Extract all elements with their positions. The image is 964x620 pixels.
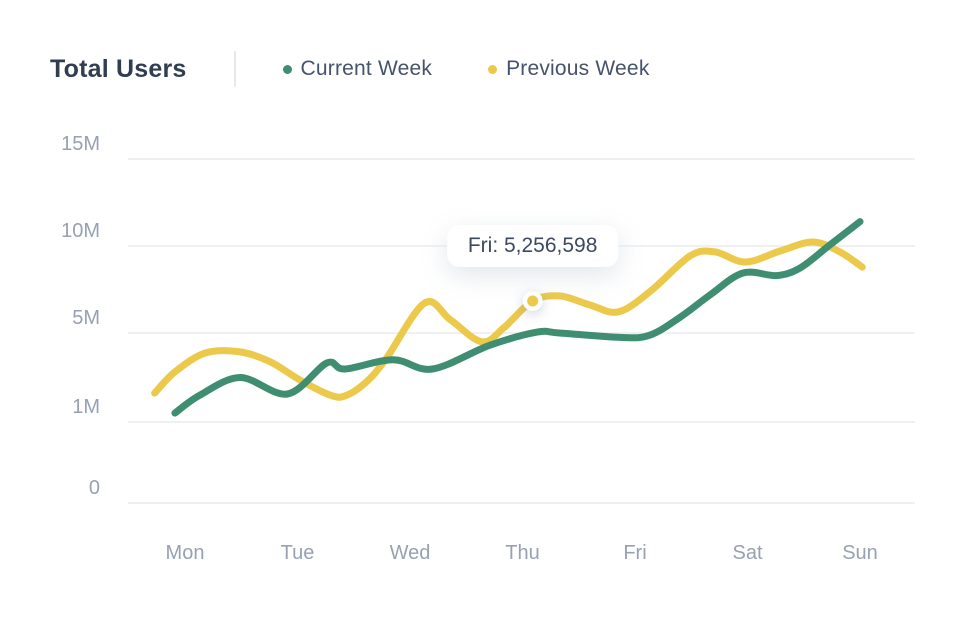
legend-item-current-week[interactable]: Current Week: [282, 57, 433, 81]
legend-dot-current-week-icon: [282, 64, 292, 74]
x-tick-label: Sun: [842, 542, 878, 564]
legend-item-previous-week[interactable]: Previous Week: [488, 57, 649, 81]
chart-legend: Current Week Previous Week: [282, 57, 650, 81]
x-tick-label: Wed: [389, 542, 431, 564]
series-line-previous-week[interactable]: [151, 238, 866, 401]
chart-title: Total Users: [50, 54, 187, 83]
chart-tooltip: Fri: 5,256,598: [446, 224, 619, 267]
header-divider: [233, 51, 236, 87]
legend-label-previous-week: Previous Week: [506, 57, 650, 80]
chart-header: Total Users Current Week Previous Week: [50, 48, 650, 90]
y-tick-label: 5M: [72, 307, 100, 329]
x-tick-label: Sat: [732, 542, 763, 564]
y-tick-label: 1M: [72, 396, 100, 418]
legend-label-current-week: Current Week: [300, 57, 433, 80]
hover-marker-point[interactable]: [527, 295, 539, 307]
x-tick-label: Fri: [623, 542, 647, 564]
y-tick-label: 15M: [61, 133, 100, 155]
x-tick-label: Tue: [280, 542, 315, 564]
y-tick-label: 10M: [61, 220, 100, 242]
series-line-current-week[interactable]: [171, 218, 864, 417]
y-tick-label: 0: [88, 477, 100, 499]
x-tick-label: Mon: [165, 542, 205, 564]
x-tick-label: Thu: [505, 542, 540, 564]
tooltip-text: Fri: 5,256,598: [467, 233, 598, 257]
legend-dot-previous-week-icon: [488, 64, 498, 74]
